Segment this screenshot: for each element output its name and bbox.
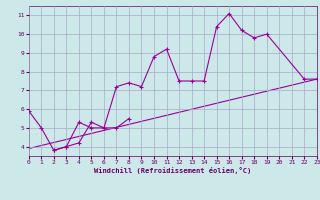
X-axis label: Windchill (Refroidissement éolien,°C): Windchill (Refroidissement éolien,°C) <box>94 167 252 174</box>
